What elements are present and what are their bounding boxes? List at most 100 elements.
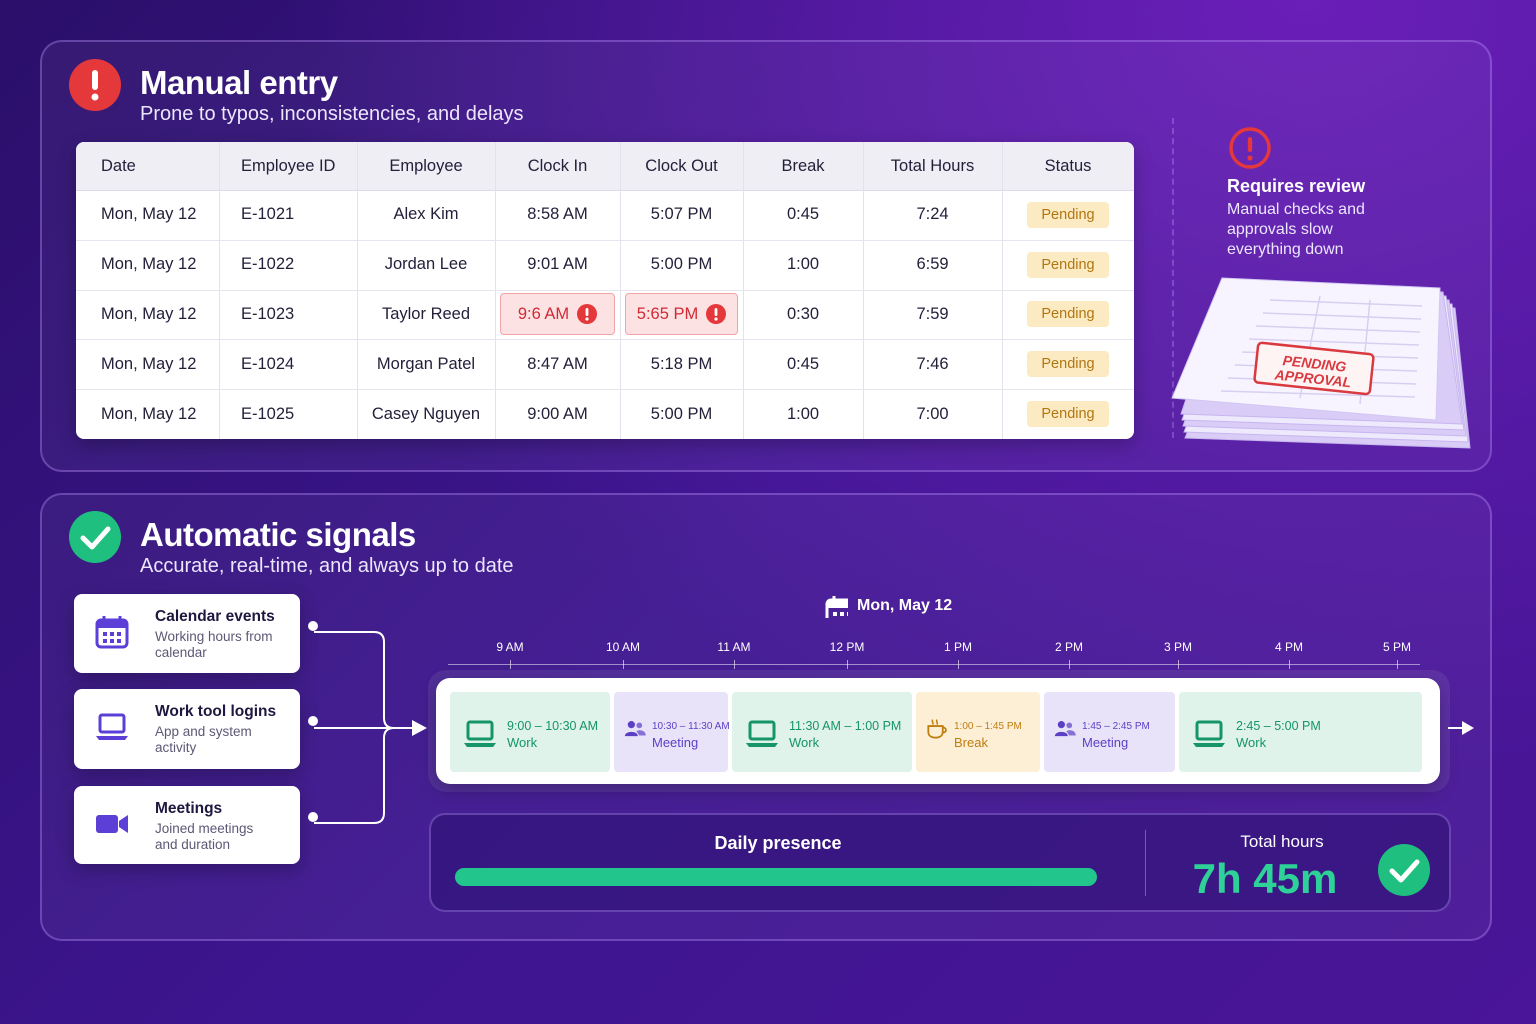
table-cell: 5:07 PM	[620, 190, 743, 240]
cell-text: 9:00 AM	[527, 404, 588, 423]
hour-label: 3 PM	[1163, 640, 1192, 654]
source-text: Joined meetings and duration	[155, 821, 254, 852]
cell-text: 8:58 AM	[527, 205, 588, 224]
hour-label: 9 AM	[496, 640, 524, 654]
source-card: Meetings Joined meetings and duration	[74, 786, 300, 864]
stamp-text: PENDING	[1282, 352, 1347, 375]
table-cell: 9:00 AM	[495, 389, 620, 439]
block-label: Work	[789, 735, 820, 750]
time-block: 1:00 – 1:45 PM Break	[916, 692, 1040, 772]
table-cell: Mon, May 12	[101, 290, 219, 340]
cell-text: Morgan Patel	[376, 354, 476, 373]
connector-dot	[308, 716, 318, 726]
column-header: Employee ID	[241, 156, 336, 175]
table-header-bg	[76, 142, 1134, 191]
table-cell: Morgan Patel	[357, 339, 495, 389]
table-cell: Mon, May 12	[101, 190, 219, 240]
table-cell: Taylor Reed	[357, 290, 495, 340]
hour-label: 10 AM	[605, 640, 641, 654]
cell-text: 5:00 PM	[650, 255, 713, 274]
cell-text: Mon, May 12	[101, 255, 197, 274]
timeline-date: Mon, May 12	[857, 597, 953, 614]
block-time: 1:00 – 1:45 PM	[954, 721, 1022, 732]
source-title: Meetings	[155, 800, 223, 817]
block-time: 1:45 – 2:45 PM	[1082, 721, 1150, 732]
hour-label: 11 AM	[717, 640, 751, 654]
table-cell: 7:00	[863, 389, 1002, 439]
table-cell: 5:65 PM	[620, 290, 743, 340]
total-label: Total hours	[1240, 832, 1324, 851]
table-cell: 0:45	[743, 190, 863, 240]
hour-tick	[623, 660, 624, 669]
hour-tick	[1289, 660, 1290, 669]
check-icon	[69, 511, 121, 563]
cell-text: Mon, May 12	[101, 354, 197, 373]
cell-text: E-1022	[241, 255, 295, 274]
cell-text: 9:6 AM	[517, 304, 570, 323]
time-block: 2:45 – 5:00 PM Work	[1179, 692, 1422, 772]
block-time: 2:45 – 5:00 PM	[1236, 719, 1321, 733]
block-label: Meeting	[1082, 735, 1129, 750]
axis-line	[448, 664, 1420, 665]
source-title: Calendar events	[155, 608, 275, 625]
table-cell: Casey Nguyen	[357, 389, 495, 439]
status-badge: Pending	[1027, 351, 1109, 378]
error-icon	[706, 304, 727, 325]
block-time: 11:30 AM – 1:00 PM	[789, 719, 902, 733]
hour-tick	[1397, 660, 1398, 669]
time-block: 10:30 – 11:30 AM Meeting	[614, 692, 730, 772]
block-label: Meeting	[652, 735, 699, 750]
date-icon	[825, 596, 848, 618]
subtitle: Accurate, real-time, and always up to da…	[140, 555, 514, 577]
table-cell: 0:45	[743, 339, 863, 389]
presence-label: Daily presence	[714, 833, 842, 853]
hour-tick	[847, 660, 848, 669]
row-divider	[76, 389, 1134, 391]
block-icon	[1193, 720, 1225, 747]
cell-text: E-1025	[241, 404, 295, 423]
block-icon	[464, 720, 496, 747]
table-cell: E-1025	[241, 389, 357, 439]
table-cell: 1:00	[743, 389, 863, 439]
alert-icon	[69, 59, 121, 111]
column-header: Clock In	[527, 156, 588, 175]
block-icon	[1054, 721, 1076, 737]
row-divider	[76, 339, 1134, 341]
hour-label: 4 PM	[1274, 640, 1303, 654]
cell-text: 1:00	[786, 404, 820, 423]
block-label: Work	[1236, 735, 1267, 750]
table: Date Employee ID Employee Clock In Clock Out…	[76, 142, 1134, 439]
table-cell: Pending	[1002, 389, 1134, 439]
cell-text: 7:24	[916, 205, 949, 224]
column-header: Status	[1044, 156, 1092, 175]
block-icon	[624, 721, 646, 737]
presence-card	[429, 813, 1451, 912]
hour-tick	[958, 660, 959, 669]
cell-text: 1:00	[786, 255, 820, 274]
table-cell: 7:59	[863, 290, 1002, 340]
presence-bar	[455, 868, 1097, 886]
time-block: 11:30 AM – 1:00 PM Work	[732, 692, 912, 772]
error-icon	[577, 304, 598, 325]
table-cell: E-1024	[241, 339, 357, 389]
row-divider	[76, 239, 1134, 241]
hour-tick	[1178, 660, 1179, 669]
cell-text: Mon, May 12	[101, 404, 197, 423]
block-icon	[927, 719, 947, 739]
status-badge: Pending	[1027, 251, 1109, 278]
title: Manual entry	[140, 64, 338, 101]
review-title: Requires review	[1227, 176, 1366, 196]
table-cell: Pending	[1002, 339, 1134, 389]
source-card: Work tool logins App and system activity	[74, 689, 300, 769]
cell-text: Mon, May 12	[101, 205, 197, 224]
cell-text: Jordan Lee	[384, 255, 468, 274]
source-icon	[96, 815, 128, 833]
cell-text: 0:45	[786, 354, 820, 373]
hour-tick	[734, 660, 735, 669]
cell-text: 8:47 AM	[527, 354, 588, 373]
block-time: 10:30 – 11:30 AM	[652, 721, 730, 732]
cell-text: 0:45	[786, 205, 820, 224]
block-label: Break	[954, 735, 988, 750]
hour-label: 2 PM	[1054, 640, 1083, 654]
source-icon	[95, 616, 129, 649]
